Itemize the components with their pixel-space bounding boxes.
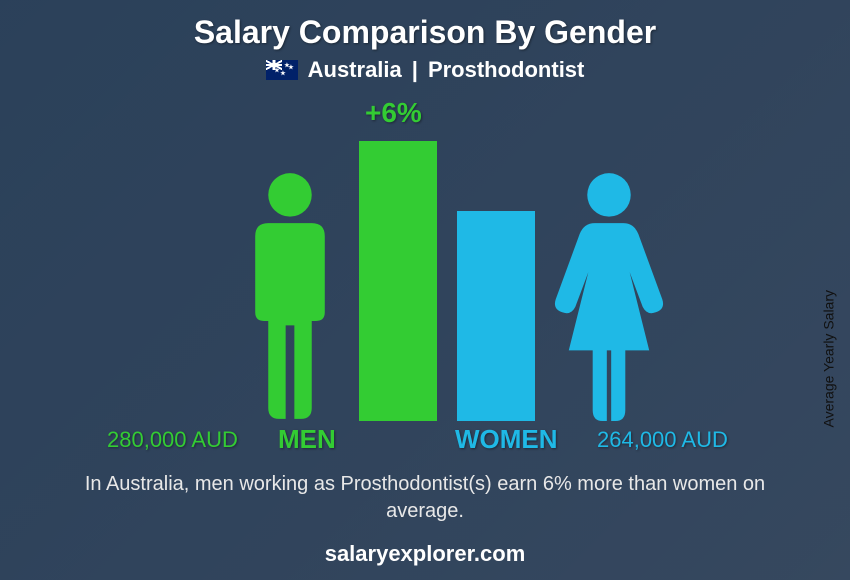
salary-chart: +6% 280,000 AUD MEN WOMEN 264,000 AUD (65, 101, 785, 461)
subtitle-row: Australia | Prosthodontist (0, 57, 850, 83)
woman-figure-icon (549, 171, 669, 421)
summary-text: In Australia, men working as Prosthodont… (0, 471, 850, 525)
country-label: Australia (308, 57, 402, 83)
percent-difference-label: +6% (365, 97, 422, 129)
y-axis-label: Average Yearly Salary (820, 290, 836, 428)
men-salary-value: 280,000 AUD (107, 427, 238, 453)
men-salary-bar (359, 141, 437, 421)
women-salary-bar (457, 211, 535, 421)
australia-flag-icon (266, 60, 298, 80)
separator: | (412, 57, 418, 83)
page-title: Salary Comparison By Gender (0, 0, 850, 51)
men-label: MEN (278, 424, 336, 455)
women-salary-value: 264,000 AUD (597, 427, 728, 453)
occupation-label: Prosthodontist (428, 57, 584, 83)
man-figure-icon (235, 171, 345, 421)
women-label: WOMEN (455, 424, 558, 455)
source-footer: salaryexplorer.com (0, 541, 850, 567)
